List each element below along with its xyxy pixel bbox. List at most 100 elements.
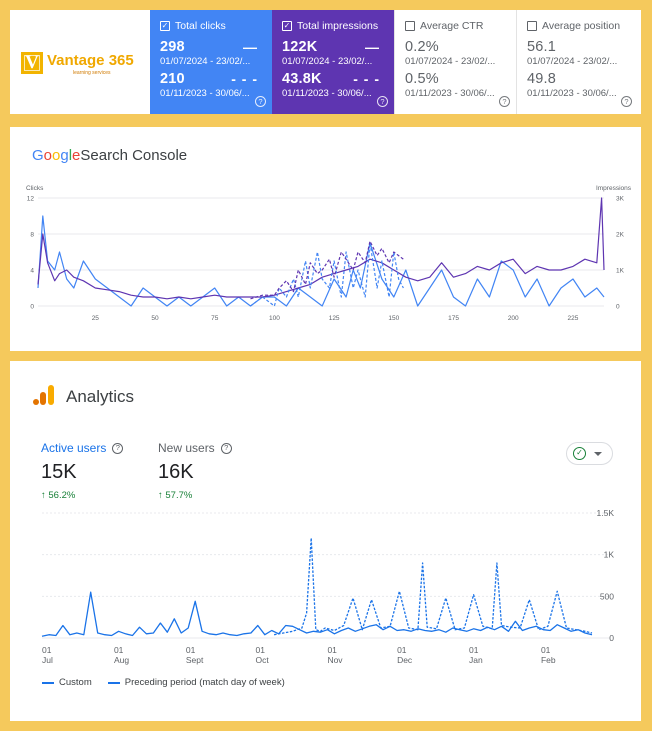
- help-icon[interactable]: ?: [220, 442, 232, 454]
- metric-label: Average position: [542, 20, 621, 32]
- help-icon[interactable]: ?: [112, 442, 124, 454]
- help-icon[interactable]: ?: [377, 96, 388, 107]
- x-tick-month: Jul: [42, 655, 53, 665]
- x-tick-month: Nov: [327, 655, 343, 665]
- metric-value: 15K: [41, 461, 77, 483]
- x-tick-label: 200: [508, 315, 519, 322]
- google-letter: o: [43, 147, 53, 164]
- metric-label: Total clicks: [175, 20, 226, 32]
- metric-change: ↑ 57.7%: [158, 490, 193, 501]
- metric-new-users[interactable]: New users? 16K ↑ 57.7%: [158, 441, 232, 501]
- compare-toggle-button[interactable]: ✓: [566, 442, 613, 465]
- metric-value-current: 56.1: [527, 39, 557, 55]
- metric-label: New users: [158, 441, 215, 455]
- right-tick-label: 1K: [616, 268, 625, 275]
- legend-label: Preceding period (match day of week): [124, 677, 285, 688]
- x-tick-day: 01: [42, 645, 52, 655]
- checkbox-checked-icon[interactable]: ✓: [282, 21, 292, 31]
- metric-value-previous: 49.8: [527, 71, 557, 87]
- y-tick-label: 500: [600, 591, 614, 601]
- metric-value-current: 122K: [282, 39, 318, 55]
- logo-name: Vantage 365: [47, 52, 134, 69]
- metric-value-previous: 210: [160, 71, 185, 87]
- help-icon[interactable]: ?: [255, 96, 266, 107]
- vantage-logo: V Vantage 365 learning services: [19, 44, 141, 80]
- checkbox-checked-icon[interactable]: ✓: [160, 21, 170, 31]
- y-tick-label: 1K: [604, 550, 615, 560]
- right-tick-label: 3K: [616, 196, 625, 203]
- metric-card-average-ctr[interactable]: Average CTR 0.2% 01/07/2024 - 23/02/... 0…: [394, 10, 516, 114]
- help-icon[interactable]: ?: [499, 96, 510, 107]
- right-tick-label: 2K: [616, 232, 625, 239]
- dashed-line-icon: - - -: [353, 71, 380, 87]
- search-console-wordmark: Search Console: [80, 147, 188, 164]
- series-line-impressions-dashed: [250, 240, 404, 300]
- solid-line-icon: —: [243, 39, 258, 55]
- metric-date-current: 01/07/2024 - 23/02/...: [405, 56, 496, 67]
- metric-label: Active users: [41, 441, 107, 455]
- series-line-custom: [41, 591, 593, 637]
- chart-legend: Custom Preceding period (match day of we…: [42, 677, 285, 688]
- metric-date-current: 01/07/2024 - 23/02/...: [527, 56, 618, 67]
- metric-date-previous: 01/11/2023 - 30/06/...: [405, 88, 495, 99]
- left-tick-label: 12: [27, 196, 35, 203]
- logo-tagline: learning services: [73, 70, 111, 76]
- x-tick-month: Oct: [256, 655, 270, 665]
- solid-line-icon: [42, 681, 54, 684]
- metric-date-previous: 01/11/2023 - 30/06/...: [282, 88, 372, 99]
- x-tick-day: 01: [397, 645, 407, 655]
- metric-card-total-impressions[interactable]: ✓ Total impressions 122K 01/07/2024 - 23/0…: [272, 10, 394, 114]
- analytics-panel: Analytics Active users? 15K ↑ 56.2% New …: [10, 361, 641, 721]
- metric-date-previous: 01/11/2023 - 30/06/...: [160, 88, 250, 99]
- metric-card-total-clicks[interactable]: ✓ Total clicks 298 01/07/2024 - 23/02/... —…: [150, 10, 272, 114]
- left-tick-label: 0: [30, 304, 34, 311]
- metric-date-previous: 01/11/2023 - 30/06/...: [527, 88, 617, 99]
- google-letter: e: [72, 147, 81, 164]
- y-tick-label: 0: [609, 633, 614, 643]
- metric-date-current: 01/07/2024 - 23/02/...: [160, 56, 251, 67]
- metric-card-average-position[interactable]: Average position 56.1 01/07/2024 - 23/02/…: [516, 10, 638, 114]
- x-tick-month: Sept: [186, 655, 204, 665]
- analytics-chart: 05001K1.5K01Jul01Aug01Sept01Oct01Nov01De…: [41, 508, 615, 665]
- x-tick-month: Jan: [469, 655, 483, 665]
- metrics-bar: V Vantage 365 learning services ✓ Total c…: [10, 10, 641, 114]
- logo-mark: V: [21, 52, 43, 74]
- series-line-clicks-solid: [37, 215, 605, 307]
- google-letter: g: [60, 147, 69, 164]
- x-tick-label: 75: [211, 315, 219, 322]
- dashed-line-icon: [107, 681, 120, 684]
- legend-item-custom[interactable]: Custom: [42, 677, 92, 688]
- x-tick-day: 01: [469, 645, 479, 655]
- x-tick-month: Aug: [114, 655, 129, 665]
- checkbox-unchecked-icon[interactable]: [405, 21, 415, 31]
- search-console-chart: Clicks Impressions 0 4 8 12 0 1K 2K 3K 25 50 75 100 12…: [26, 185, 632, 322]
- logo-area: V Vantage 365 learning services: [10, 10, 150, 114]
- series-line-impressions-solid: [37, 197, 605, 300]
- left-axis-label: Clicks: [26, 185, 44, 192]
- metric-label: Average CTR: [420, 20, 484, 32]
- right-tick-label: 0: [616, 304, 620, 311]
- chevron-down-icon: [594, 451, 602, 456]
- right-axis-label: Impressions: [596, 185, 632, 192]
- legend-item-preceding[interactable]: Preceding period (match day of week): [107, 677, 285, 688]
- x-tick-day: 01: [327, 645, 337, 655]
- google-letter: o: [52, 147, 61, 164]
- help-icon[interactable]: ?: [621, 96, 632, 107]
- google-wordmark: Google: [32, 147, 80, 164]
- y-tick-label: 1.5K: [597, 508, 615, 518]
- metric-active-users[interactable]: Active users? 15K ↑ 56.2%: [41, 441, 124, 501]
- series-line-preceding: [273, 537, 593, 636]
- x-tick-label: 50: [151, 315, 159, 322]
- dashed-line-icon: - - -: [231, 71, 258, 87]
- checkbox-unchecked-icon[interactable]: [527, 21, 537, 31]
- legend-label: Custom: [59, 677, 92, 688]
- left-tick-label: 8: [30, 232, 34, 239]
- x-tick-label: 175: [448, 315, 459, 322]
- x-tick-label: 100: [269, 315, 280, 322]
- x-tick-label: 150: [388, 315, 399, 322]
- google-letter: l: [68, 147, 73, 164]
- metric-value-previous: 0.5%: [405, 71, 439, 87]
- metric-value-current: 0.2%: [405, 39, 439, 55]
- x-tick-month: Dec: [397, 655, 413, 665]
- analytics-title: Analytics: [66, 387, 135, 406]
